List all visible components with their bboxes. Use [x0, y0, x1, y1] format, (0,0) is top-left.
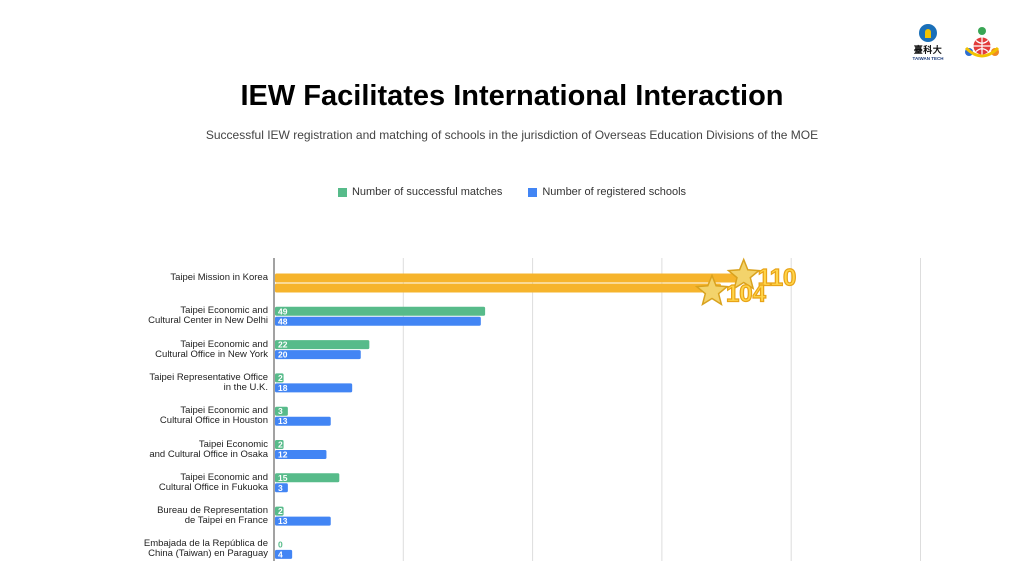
category-label-line: Taipei Representative Office [149, 371, 268, 383]
bar-matches [275, 306, 486, 316]
iew-logo [962, 24, 1002, 64]
category-label: Taipei Economic and Cultural Office in Os… [68, 438, 268, 460]
bar-registered [275, 283, 721, 293]
category-label: Taipei Economic and Cultural Office in Ho… [68, 406, 268, 426]
category-label: Embajada de la República de China (Taiwan… [68, 539, 268, 559]
bar-registered [275, 350, 361, 360]
data-label: 15 [278, 473, 288, 483]
iew-globe-icon [964, 27, 1000, 58]
bar-registered [275, 549, 293, 559]
data-label: 2 [278, 506, 283, 516]
bar-registered [275, 483, 288, 493]
data-label: 2 [278, 440, 283, 450]
data-label: 4 [278, 549, 283, 559]
category-label: Taipei Economic and Cultural Center in Ne… [68, 306, 268, 326]
category-label-line: Taipei Economic and [180, 471, 268, 483]
chart-title: IEW Facilitates International Interactio… [240, 80, 784, 112]
category-label-line: Taipei Economic and [180, 405, 268, 417]
data-label: 18 [278, 383, 288, 393]
bar-registered [275, 450, 327, 459]
bar-matches [275, 373, 284, 383]
bar-matches [275, 273, 747, 283]
category-label: Taipei Economic and Cultural Office in Fu… [68, 471, 268, 493]
chart-legend: Number of successful matches Number of r… [0, 186, 1024, 198]
category-label-line: in the U.K. [223, 381, 268, 393]
category-label-line: Cultural Office in Houston [159, 415, 268, 427]
data-label: 48 [278, 316, 288, 326]
category-label-line: Taipei Economic [198, 438, 268, 450]
category-label-line: Cultural Office in New York [155, 348, 268, 360]
bar-matches [275, 506, 284, 516]
legend-item-registered: Number of registered schools [528, 186, 686, 198]
taiwan-tech-logo-english: TAIWAN TECH [912, 56, 944, 61]
category-label-line: de Taipei en France [184, 515, 268, 527]
legend-swatch-registered [528, 187, 538, 197]
legend-item-matches: Number of successful matches [337, 186, 503, 198]
category-label-line: Embajada de la República de [143, 538, 268, 550]
data-label: 13 [278, 516, 288, 526]
taiwan-tech-logo-chinese: 臺科大 [913, 46, 943, 56]
taiwan-tech-emblem-icon [919, 24, 937, 42]
star-icon [726, 257, 761, 291]
category-label-line: Cultural Center in New Delhi [148, 315, 268, 327]
legend-label-registered: Number of registered schools [542, 186, 687, 198]
category-label-line: China (Taiwan) en Paraguay [148, 548, 268, 560]
data-label: 0 [278, 539, 283, 549]
category-label: Taipei Representative Office in the U.K. [68, 371, 268, 393]
data-label: 49 [278, 306, 288, 316]
bar-matches [275, 440, 284, 449]
category-label-line: Taipei Economic and [180, 338, 268, 350]
data-label: 22 [278, 340, 288, 350]
bar-registered [275, 316, 481, 326]
bar-registered [275, 516, 331, 526]
data-label: 20 [278, 350, 288, 360]
data-label: 3 [278, 406, 283, 416]
category-label-line: Taipei Economic and [180, 305, 268, 317]
category-label: Taipei Mission in Korea [68, 273, 268, 283]
category-label-line: Bureau de Representation [157, 505, 268, 517]
bar-matches [275, 340, 370, 350]
category-label-line: Cultural Office in Fukuoka [158, 481, 268, 493]
bar-registered [275, 416, 331, 426]
category-label: Taipei Economic and Cultural Office in Ne… [68, 338, 268, 360]
data-label: 3 [278, 483, 283, 493]
data-label: 12 [278, 450, 288, 460]
data-label: 13 [278, 416, 288, 426]
category-label-line: Taipei Mission in Korea [170, 272, 268, 283]
taiwan-tech-logo: 臺科大 TAIWAN TECH [908, 24, 948, 68]
data-label-highlight: 104 [726, 281, 767, 308]
data-label-highlight: 110 [758, 265, 797, 292]
logos: 臺科大 TAIWAN TECH [908, 24, 1002, 68]
legend-label-matches: Number of successful matches [351, 186, 503, 198]
bar-matches [275, 473, 340, 483]
bar-matches [275, 406, 288, 416]
category-label-line: and Cultural Office in Osaka [149, 448, 268, 460]
legend-swatch-matches [337, 187, 347, 197]
chart-subtitle: Successful IEW registration and matching… [205, 128, 819, 142]
category-label: Bureau de Representation de Taipei en Fra… [68, 506, 268, 526]
bar-registered [275, 383, 353, 393]
star-icon [694, 273, 730, 307]
data-label: 2 [278, 373, 283, 383]
